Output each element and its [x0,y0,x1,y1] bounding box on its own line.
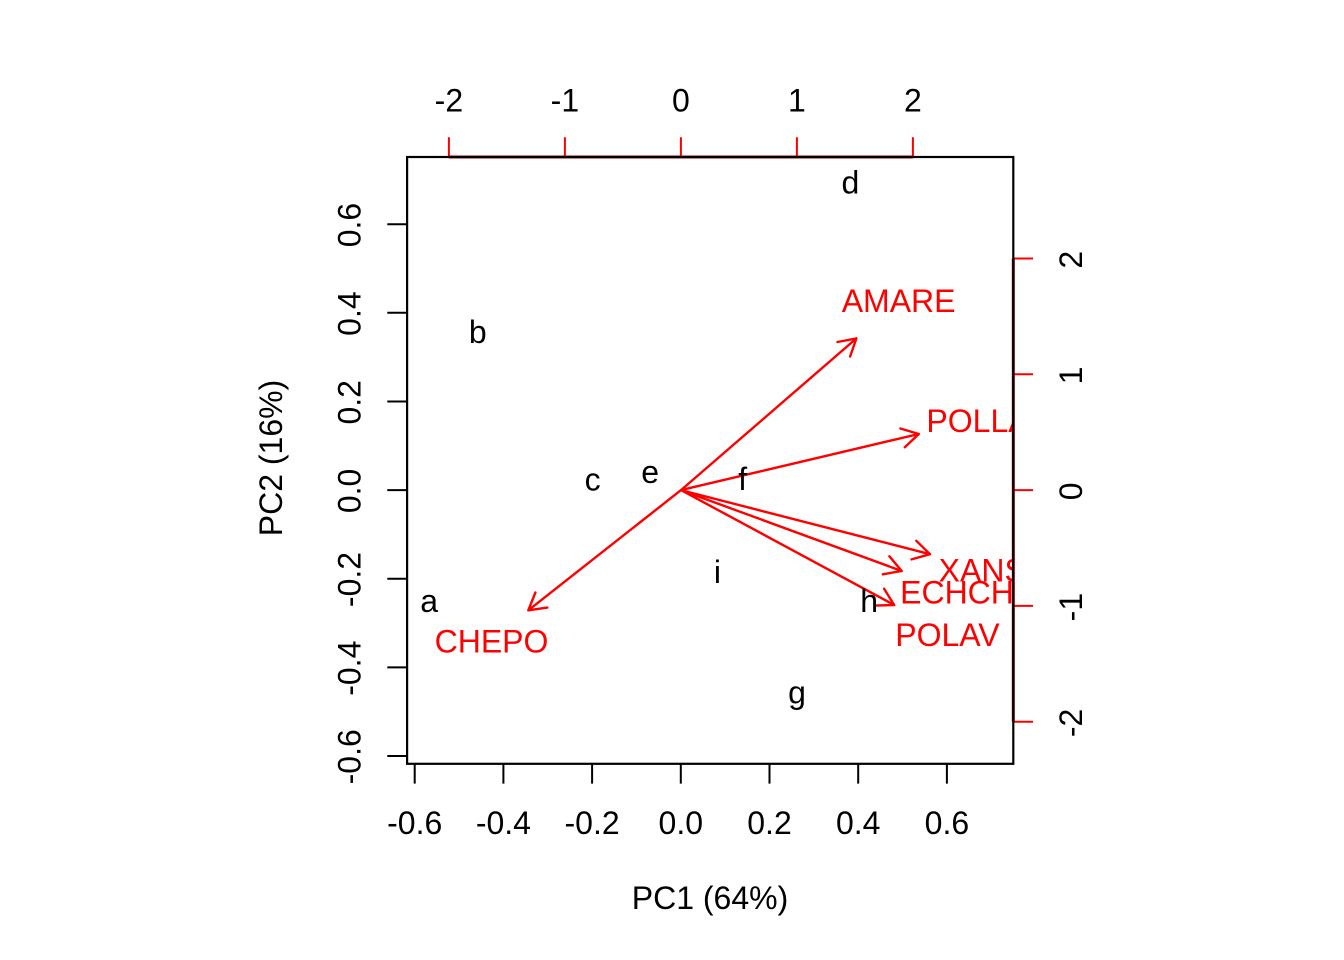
svg-text:b: b [469,314,487,350]
svg-text:PC2 (16%): PC2 (16%) [253,380,289,537]
svg-text:0.2: 0.2 [332,380,368,424]
svg-text:CHEPO: CHEPO [435,624,549,660]
svg-text:-0.4: -0.4 [332,641,368,696]
svg-text:-0.2: -0.2 [332,552,368,607]
svg-text:0.4: 0.4 [332,291,368,335]
svg-text:0.0: 0.0 [659,805,703,841]
svg-text:0.0: 0.0 [332,469,368,513]
svg-text:0.6: 0.6 [332,203,368,247]
svg-text:e: e [641,454,659,490]
svg-text:a: a [420,583,438,619]
svg-text:-0.4: -0.4 [476,805,531,841]
svg-text:2: 2 [1053,251,1089,269]
svg-text:0: 0 [672,83,690,119]
svg-text:-0.6: -0.6 [332,729,368,784]
svg-text:ECHCH: ECHCH [900,575,1014,611]
svg-text:c: c [585,461,601,497]
svg-text:0.2: 0.2 [747,805,791,841]
svg-text:1: 1 [1053,367,1089,385]
svg-text:i: i [714,554,721,590]
svg-text:-1: -1 [1053,593,1089,621]
svg-text:AMARE: AMARE [842,283,956,319]
svg-text:g: g [788,674,806,710]
svg-text:POLAV: POLAV [895,617,1000,653]
svg-text:-0.2: -0.2 [565,805,620,841]
svg-text:-2: -2 [435,83,463,119]
svg-text:POLLA: POLLA [926,403,1030,439]
svg-text:2: 2 [904,83,922,119]
svg-text:h: h [860,583,878,619]
svg-text:0.6: 0.6 [925,805,969,841]
svg-text:d: d [842,164,860,200]
svg-text:0.4: 0.4 [836,805,880,841]
svg-text:0: 0 [1053,482,1089,500]
svg-text:1: 1 [788,83,806,119]
svg-text:-0.6: -0.6 [387,805,442,841]
svg-text:-1: -1 [551,83,579,119]
svg-text:XANST: XANST [939,553,1046,589]
svg-text:PC1 (64%): PC1 (64%) [632,880,789,916]
svg-text:f: f [738,461,747,497]
svg-text:-2: -2 [1053,709,1089,737]
